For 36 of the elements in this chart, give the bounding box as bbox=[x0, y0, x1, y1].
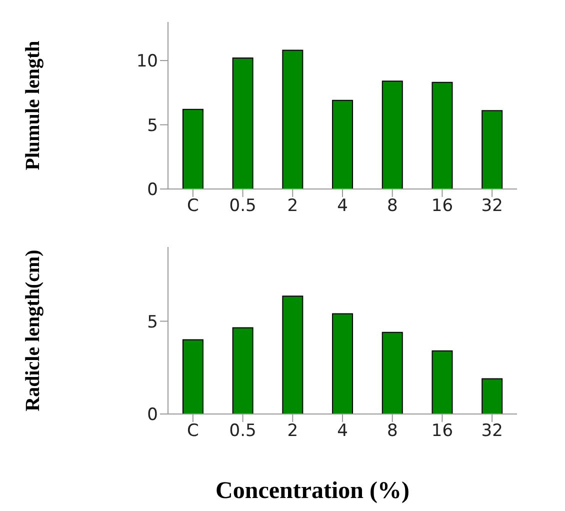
y-axis-title: Radicle length(cm) bbox=[22, 250, 44, 412]
x-tick-label: 4 bbox=[337, 196, 348, 216]
x-tick-label: 2 bbox=[287, 196, 298, 216]
y-axis-title: Plumule length bbox=[22, 40, 44, 170]
x-tick-label: 8 bbox=[386, 421, 398, 442]
bar bbox=[482, 110, 503, 189]
x-tick-label: 2 bbox=[287, 421, 298, 442]
bar bbox=[282, 50, 304, 189]
bar bbox=[232, 57, 254, 189]
y-tick-label: 0 bbox=[147, 405, 158, 426]
x-axis-title: Concentration (%) bbox=[214, 478, 410, 505]
x-tick-label: 4 bbox=[337, 421, 348, 442]
y-tick-label: 10 bbox=[136, 52, 158, 72]
bar bbox=[382, 332, 403, 414]
bar bbox=[182, 339, 204, 414]
bar bbox=[432, 350, 453, 414]
bar bbox=[482, 378, 503, 414]
y-tick-label: 5 bbox=[147, 116, 158, 136]
bar bbox=[432, 82, 453, 189]
bar bbox=[232, 327, 254, 414]
y-tick-label: 5 bbox=[147, 312, 158, 332]
x-tick-label: 0.5 bbox=[229, 421, 256, 442]
bar bbox=[182, 108, 204, 189]
x-tick-label: 16 bbox=[431, 421, 454, 442]
bar bbox=[382, 80, 403, 189]
x-tick-label: 8 bbox=[386, 196, 398, 216]
x-tick-label: 0.5 bbox=[229, 196, 256, 216]
x-tick-label: C bbox=[186, 421, 199, 442]
x-tick-label: 32 bbox=[481, 196, 503, 216]
y-tick-label: 0 bbox=[147, 180, 158, 200]
bar bbox=[332, 100, 354, 189]
x-tick-label: 16 bbox=[431, 196, 454, 216]
x-tick-label: 32 bbox=[481, 421, 503, 442]
bar bbox=[282, 296, 304, 414]
x-tick-label: C bbox=[186, 196, 199, 216]
bar bbox=[332, 313, 354, 414]
